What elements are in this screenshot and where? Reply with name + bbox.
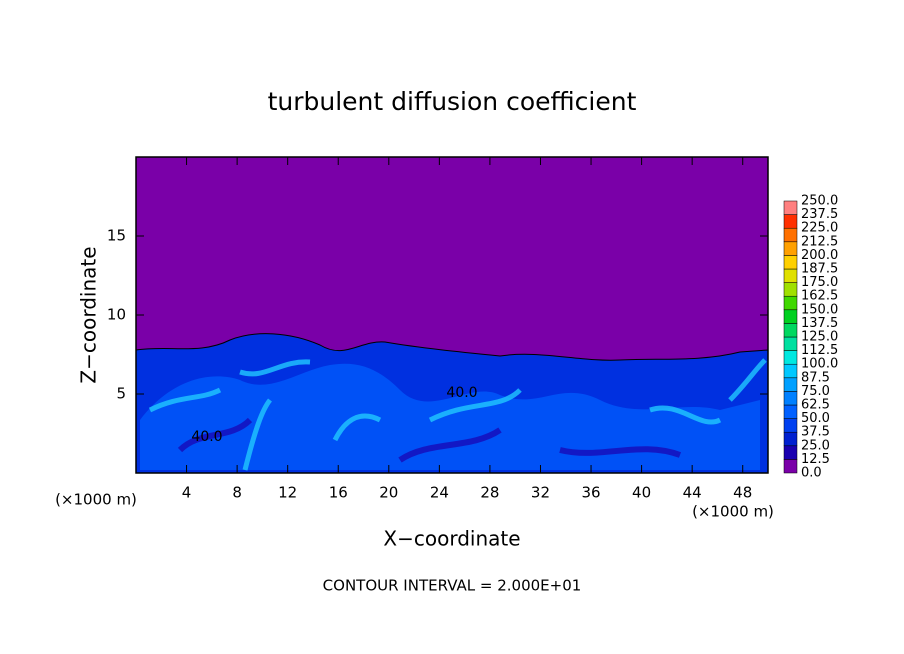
colorbar-swatch xyxy=(783,282,798,297)
colorbar-label: 125.0 xyxy=(801,330,838,345)
colorbar-swatch xyxy=(783,445,798,460)
y-axis-label: Z−coordinate xyxy=(77,246,101,383)
colorbar-label: 175.0 xyxy=(801,275,838,290)
colorbar-label: 112.5 xyxy=(801,343,838,358)
field-streak xyxy=(177,417,682,463)
colorbar-label: 87.5 xyxy=(801,370,830,385)
colorbar-label: 187.5 xyxy=(801,262,838,277)
colorbar-label: 50.0 xyxy=(801,411,830,426)
colorbar-label: 37.5 xyxy=(801,425,830,440)
x-tick-label: 16 xyxy=(329,484,348,502)
colorbar-label: 12.5 xyxy=(801,452,830,467)
colorbar-label: 0.0 xyxy=(801,466,822,481)
colorbar-swatch xyxy=(783,309,798,324)
x-tick-label: 24 xyxy=(430,484,449,502)
x-tick-label: 32 xyxy=(531,484,550,502)
y-tick-label: 10 xyxy=(107,306,126,324)
colorbar-swatch xyxy=(783,391,798,406)
colorbar-label: 137.5 xyxy=(801,316,838,331)
y-tick-label: 15 xyxy=(107,227,126,245)
x-tick-label: 20 xyxy=(379,484,398,502)
colorbar-swatch xyxy=(783,363,798,379)
x-tick-label: 40 xyxy=(632,484,651,502)
x-tick-label: 4 xyxy=(182,484,192,502)
colorbar-swatch xyxy=(783,350,798,365)
colorbar-label: 225.0 xyxy=(801,221,838,236)
colorbar-swatch xyxy=(783,459,798,474)
contour-field xyxy=(135,156,769,474)
x-tick-label: 48 xyxy=(733,484,752,502)
colorbar-label: 62.5 xyxy=(801,398,830,413)
colorbar-swatch xyxy=(783,295,798,311)
contour-label: 40.0 xyxy=(191,429,222,445)
colorbar-swatch xyxy=(783,377,798,392)
colorbar-swatch xyxy=(783,268,798,283)
field-band xyxy=(140,363,760,470)
colorbar-swatch xyxy=(783,404,798,419)
colorbar-label: 25.0 xyxy=(801,438,830,453)
colorbar-label: 212.5 xyxy=(801,234,838,249)
colorbar-label: 250.0 xyxy=(801,194,838,209)
colorbar-swatch xyxy=(783,214,798,229)
x-tick-label: 36 xyxy=(581,484,600,502)
colorbar-swatch xyxy=(783,323,798,338)
colorbar-swatch xyxy=(783,431,798,447)
contour-label: 40.0 xyxy=(446,385,477,401)
colorbar-label: 200.0 xyxy=(801,248,838,263)
colorbar-label: 100.0 xyxy=(801,357,838,372)
x-axis-label: X−coordinate xyxy=(383,527,520,551)
x-tick-label: 44 xyxy=(683,484,702,502)
colorbar-swatch xyxy=(783,255,798,270)
colorbar-swatch xyxy=(783,418,798,433)
colorbar-label: 75.0 xyxy=(801,384,830,399)
footer-note: CONTOUR INTERVAL = 2.000E+01 xyxy=(323,577,582,595)
colorbar-swatch xyxy=(783,336,798,351)
field-streak xyxy=(148,358,767,471)
colorbar-label: 237.5 xyxy=(801,207,838,222)
x-tick-label: 8 xyxy=(232,484,242,502)
y-axis-unit: (×1000 m) xyxy=(55,491,137,509)
y-tick-label: 5 xyxy=(116,385,126,403)
x-tick-label: 12 xyxy=(278,484,297,502)
chart-title: turbulent diffusion coefficient xyxy=(268,87,637,116)
colorbar-label: 162.5 xyxy=(801,289,838,304)
colorbar-swatch xyxy=(783,227,798,243)
x-tick-label: 28 xyxy=(480,484,499,502)
colorbar-swatch xyxy=(783,241,798,256)
colorbar-label: 150.0 xyxy=(801,302,838,317)
colorbar-swatch xyxy=(783,200,798,215)
x-axis-unit: (×1000 m) xyxy=(692,503,774,521)
